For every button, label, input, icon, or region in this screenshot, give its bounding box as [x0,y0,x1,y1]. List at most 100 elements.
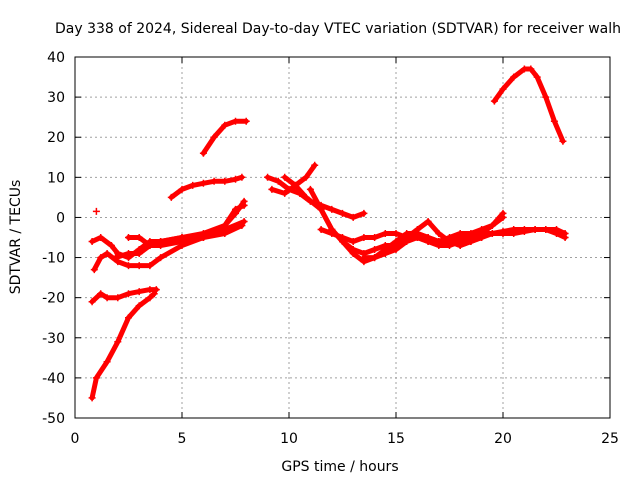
plot-frame [74,56,611,419]
data-point [268,185,276,193]
data-point [478,234,486,241]
data-point [328,205,336,213]
data-point [510,73,518,81]
data-point [302,173,310,181]
data-point [178,234,186,241]
data-point [553,230,560,237]
data-point [97,254,105,262]
data-point [281,173,289,181]
data-point [97,290,105,298]
x-tick-label: 10 [280,431,298,447]
series-arc-15 [381,209,507,253]
y-tick-label: 30 [47,90,65,106]
data-point [107,242,115,249]
data-point [328,230,336,237]
data-point [274,177,282,185]
data-point [152,286,160,294]
y-axis-label: SDTVAR / TECUs [8,180,24,295]
data-point [467,230,475,237]
data-point [157,238,165,245]
data-point [456,230,464,237]
series-line [89,291,157,401]
y-tick-label: -10 [42,251,65,267]
data-point [238,173,246,181]
y-tick-label: -20 [42,291,65,307]
data-point [114,338,122,346]
data-point [125,290,132,298]
data-point [199,179,207,187]
data-point [360,209,368,217]
data-point [446,234,453,241]
grid [75,57,610,418]
data-point [349,238,357,245]
chart-title: Day 338 of 2024, Sidereal Day-to-day VTE… [55,21,621,37]
y-tick-label: 40 [47,50,65,66]
data-point [221,177,229,185]
data-point [112,254,120,262]
data-point [520,228,528,235]
data-point [146,286,154,294]
data-point [360,234,368,241]
data-point [531,226,539,233]
data-point [381,230,389,237]
data-point [199,149,207,157]
data-point [167,193,175,201]
data-point [125,234,132,241]
data-point [210,177,218,185]
data-point [291,181,299,189]
data-point [240,218,248,225]
y-axis: -50 -40 -30 -20 -10 0 10 20 30 40 [42,50,610,427]
y-tick-label: -40 [42,371,65,387]
data-point [125,250,132,257]
x-tick-label: 25 [601,431,619,447]
y-tick-label: -50 [42,411,65,427]
data-point [97,234,105,241]
data-point [135,250,143,257]
data-point [499,209,507,217]
data-point [146,294,154,302]
data-point [381,246,389,253]
x-tick-label: 15 [387,431,405,447]
data-point [510,230,518,237]
x-tick-label: 5 [178,431,187,447]
data-point [264,173,272,181]
data-point [488,222,496,229]
data-point [550,117,558,125]
data-point [242,117,250,125]
data-point [178,185,186,193]
data-point [232,205,239,213]
y-tick-label: -30 [42,331,65,347]
series-arc-7 [167,173,246,201]
data-point [456,242,464,249]
data-point [88,298,96,306]
data-point [533,73,541,81]
data-point [520,65,528,73]
series-line [491,66,566,144]
y-tick-label: 20 [47,130,65,146]
y-tick-label: 10 [47,170,65,186]
data-point [135,302,143,310]
data-point [103,294,111,302]
data-point [478,226,486,233]
data-point [302,193,310,201]
data-point [435,238,443,245]
data-point [90,266,98,274]
series-arc-11 [281,173,507,266]
data-point [238,222,246,229]
data-point [146,242,154,249]
data-point [281,189,289,197]
data-point [339,209,346,217]
series-point [92,207,100,215]
data-point [135,234,143,241]
data-point [527,65,535,73]
data-point [490,97,498,105]
data-point [499,85,507,93]
data-point [232,117,239,125]
data-point [499,230,507,237]
data-point [403,230,411,237]
data-point [92,374,100,382]
data-point [349,246,357,253]
data-point [542,226,550,233]
data-point [157,254,165,262]
data-point [125,262,132,270]
